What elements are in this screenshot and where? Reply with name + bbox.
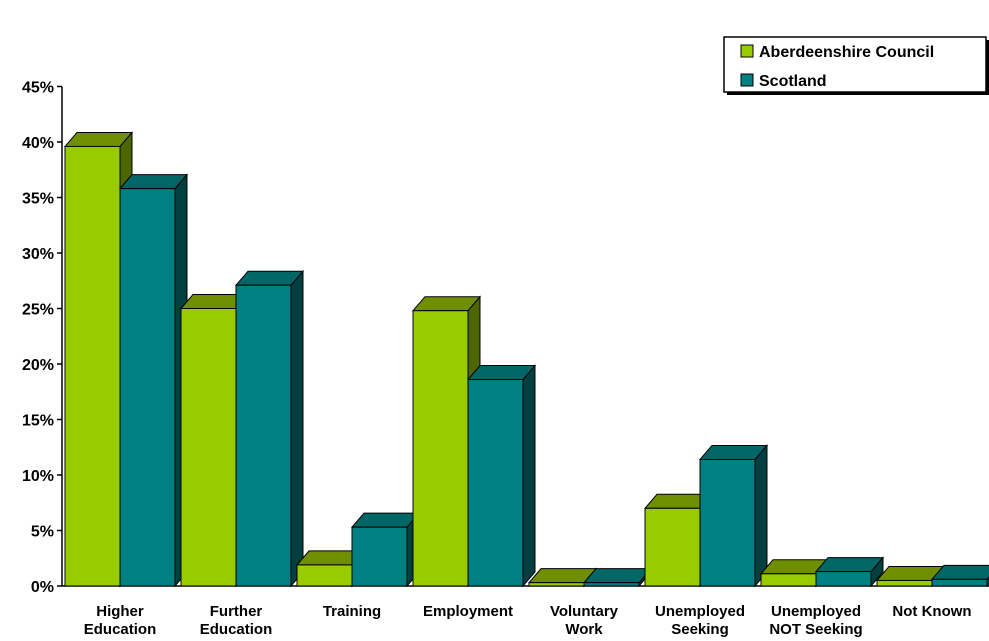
bars	[63, 131, 989, 588]
bar-side	[290, 269, 304, 588]
legend: Aberdeenshire Council Scotland	[723, 36, 989, 95]
bar-front	[351, 526, 408, 587]
y-tick-label: 40%	[22, 135, 54, 152]
bar-front	[296, 564, 353, 587]
y-tick-label: 35%	[22, 191, 54, 208]
bar	[118, 173, 189, 588]
x-tick-label-line: Not Known	[892, 603, 971, 620]
legend-swatch-scotland	[740, 73, 754, 87]
bar-side	[754, 444, 768, 588]
bar-top	[234, 270, 305, 286]
x-tick-label: Higher Education	[84, 603, 157, 638]
bar-top	[466, 365, 537, 381]
y-tick-label: 20%	[22, 357, 54, 374]
bar-front	[412, 310, 469, 587]
y-tick-label: 15%	[22, 413, 54, 430]
bar	[466, 364, 537, 588]
bar-top	[350, 512, 421, 528]
bar-top	[698, 444, 769, 460]
bar	[930, 564, 989, 588]
x-tick-label: Further Education	[200, 603, 273, 638]
x-tick-label: Employment	[423, 603, 513, 620]
x-tick-label-line: Unemployed	[655, 603, 745, 620]
y-tick-label: 10%	[22, 468, 54, 485]
x-tick-label: Not Known	[892, 603, 971, 620]
x-tick-label: Unemployed NOT Seeking	[769, 603, 862, 638]
bar-top	[814, 557, 885, 573]
bar-front	[583, 582, 640, 587]
x-tick-label-line: Further	[210, 603, 263, 620]
bar	[350, 511, 421, 588]
x-tick-label-line: Employment	[423, 603, 513, 620]
bar-front	[467, 379, 524, 587]
y-tick-label: 25%	[22, 302, 54, 319]
bar-front	[815, 571, 872, 587]
bar-front	[119, 188, 176, 587]
bar-front	[644, 507, 701, 587]
bar-top	[582, 568, 653, 584]
bar	[698, 444, 769, 588]
legend-label-scotland: Scotland	[759, 73, 827, 90]
x-tick-label-line: Education	[84, 621, 157, 638]
x-tick-label-line: Unemployed	[771, 603, 861, 620]
x-tick-label-line: Voluntary	[550, 603, 619, 620]
y-tick-label: 0%	[31, 579, 54, 596]
bar-top	[118, 174, 189, 190]
x-tick-label-line: Education	[200, 621, 273, 638]
bar-front	[528, 582, 585, 587]
x-tick-label-line: Work	[565, 621, 603, 638]
bar-front	[699, 458, 756, 587]
y-tick-label: 30%	[22, 246, 54, 263]
y-tick-label: 5%	[31, 524, 54, 541]
bar-top	[411, 296, 482, 312]
bar-front	[64, 145, 121, 587]
bar-side	[522, 364, 536, 588]
x-tick-label-line: NOT Seeking	[769, 621, 862, 638]
bar	[582, 567, 653, 588]
x-tick-label-line: Seeking	[671, 621, 729, 638]
x-tick-label-line: Training	[323, 603, 381, 620]
bar-front	[876, 579, 933, 587]
bar-top	[63, 131, 134, 147]
bar	[295, 549, 366, 588]
bar-front	[235, 284, 292, 587]
bar-front	[760, 573, 817, 587]
bar-front	[180, 308, 237, 587]
legend-box	[723, 36, 987, 93]
legend-label-aberdeenshire: Aberdeenshire Council	[759, 44, 934, 61]
bar-front	[931, 578, 988, 587]
x-tick-label-line: Higher	[96, 603, 144, 620]
x-tick-label: Voluntary Work	[550, 603, 619, 638]
bar	[234, 269, 305, 588]
x-tick-label: Unemployed Seeking	[655, 603, 745, 638]
x-tick-label: Training	[323, 603, 381, 620]
bar	[814, 556, 885, 588]
legend-swatch-aberdeenshire	[740, 44, 754, 58]
y-tick-label: 45%	[22, 80, 54, 97]
